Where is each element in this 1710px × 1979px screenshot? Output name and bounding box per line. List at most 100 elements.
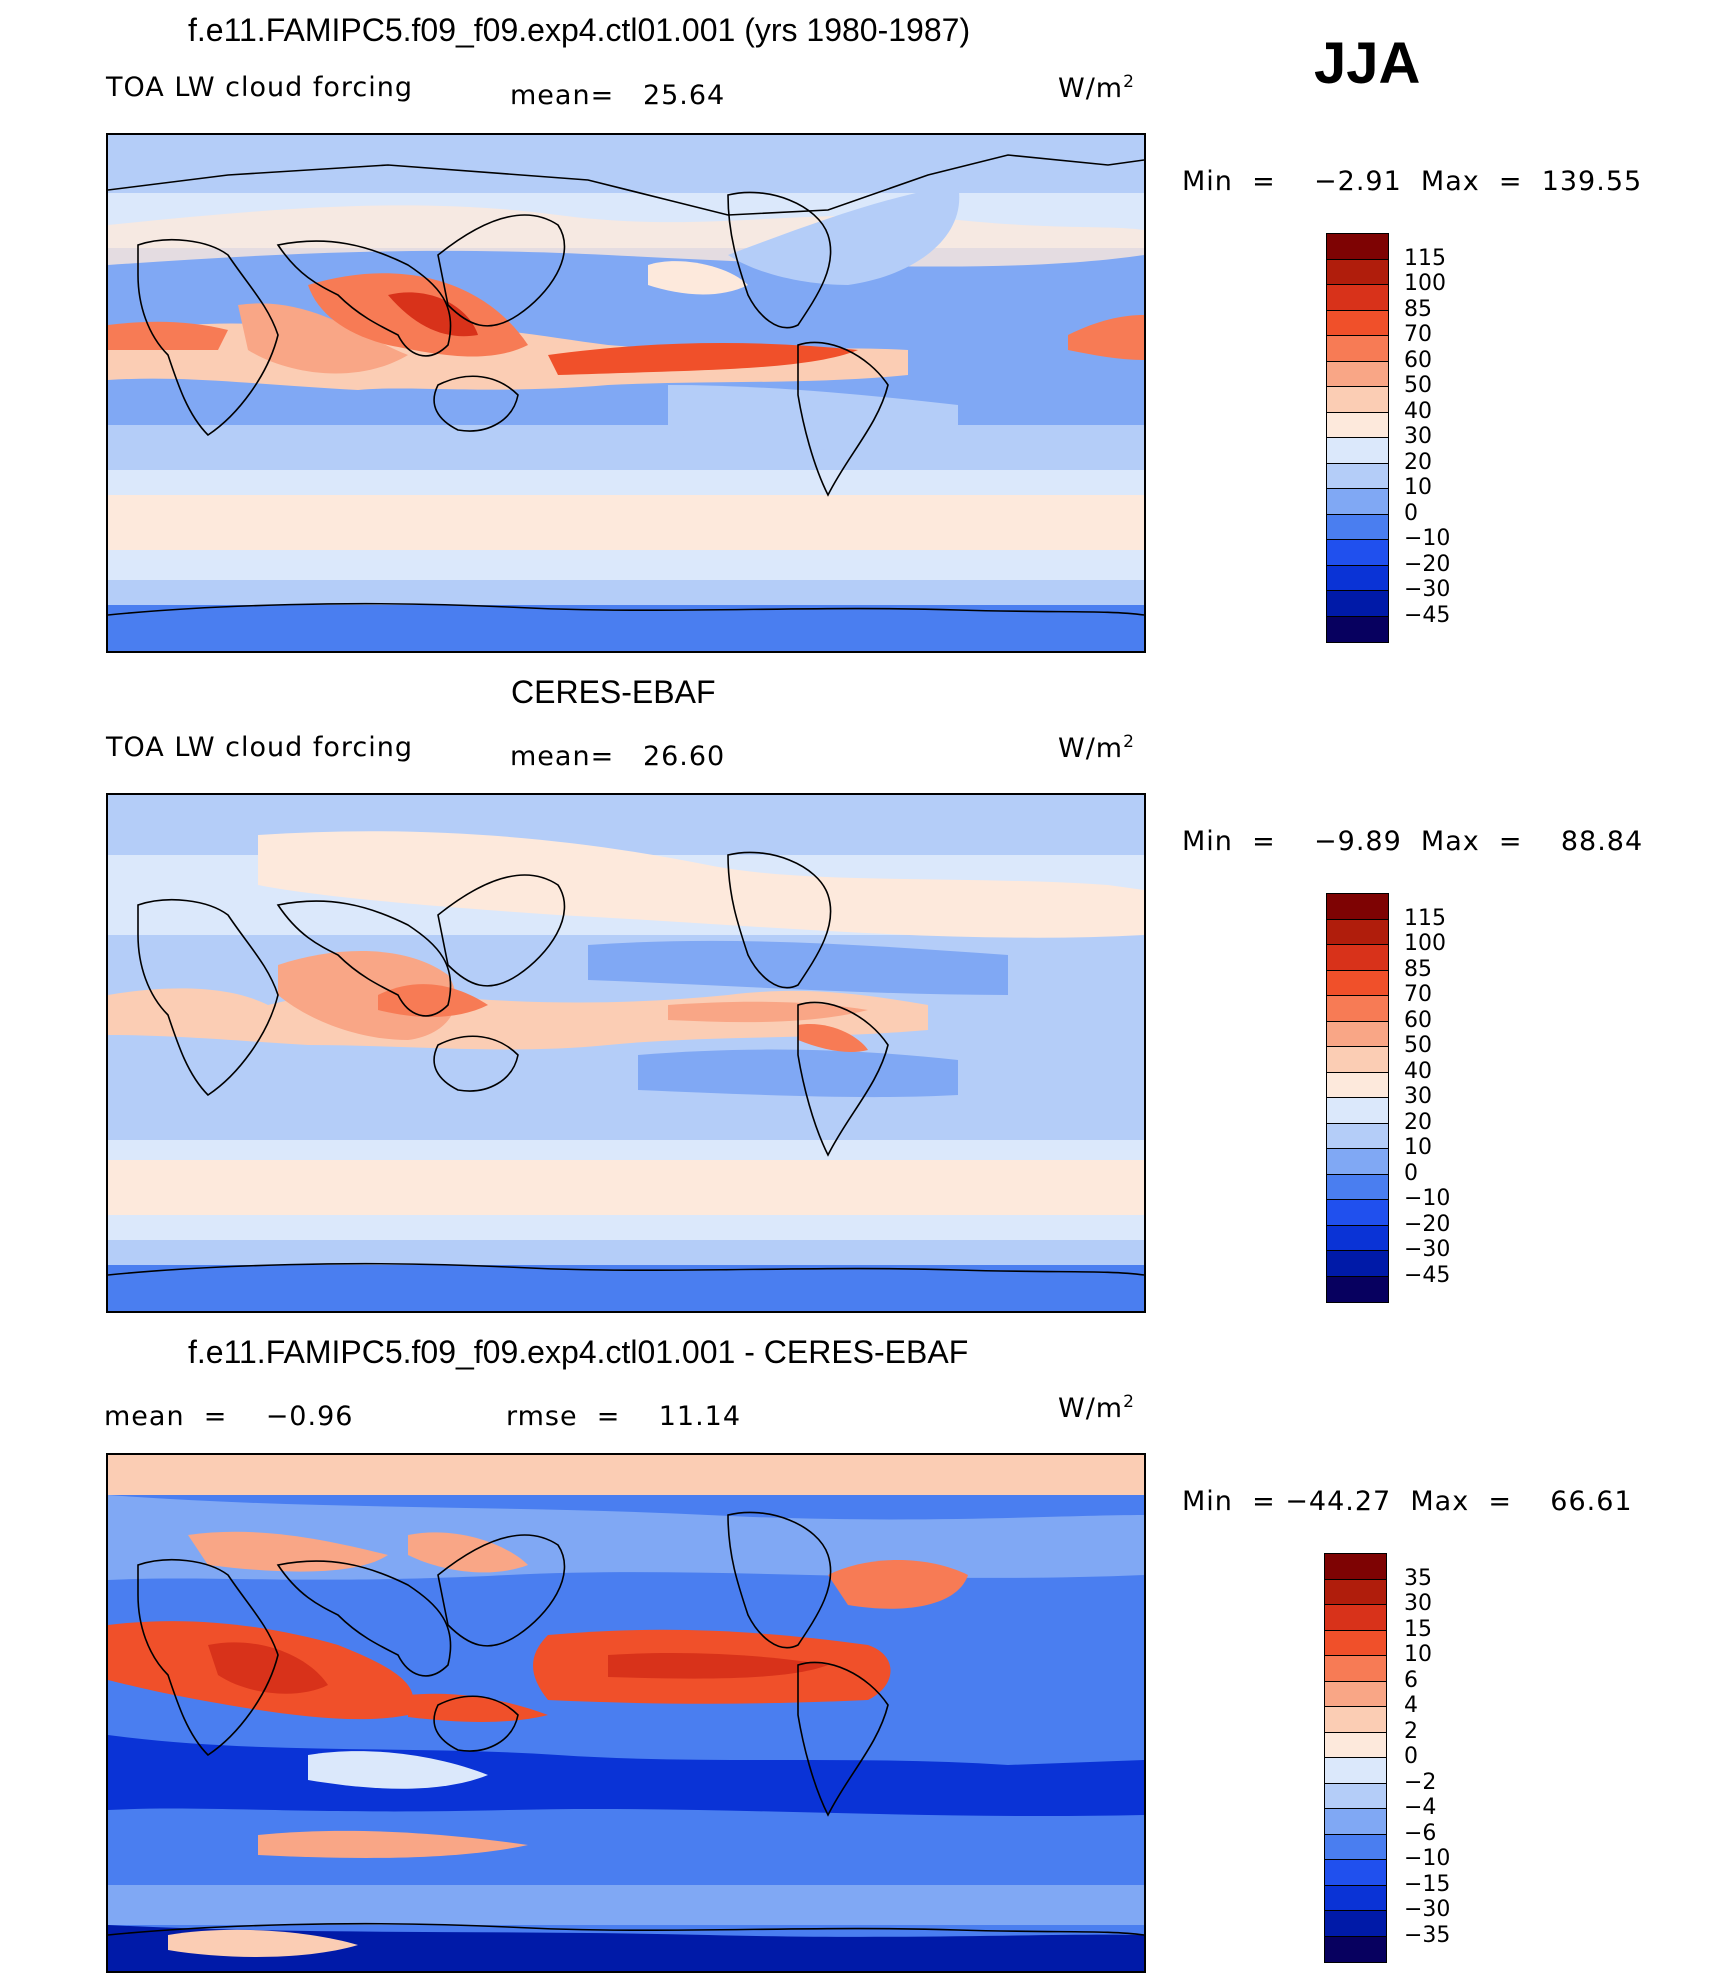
panel2-colorbar-tick-label: 50 xyxy=(1404,1033,1432,1058)
panel3-map xyxy=(106,1453,1146,1973)
panel2-colorbar-tick-label: 10 xyxy=(1404,1135,1432,1160)
panel2-map xyxy=(106,793,1146,1313)
panel3-colorbar-tick-label: 4 xyxy=(1404,1693,1418,1718)
panel1-colorbar-cell xyxy=(1327,438,1388,464)
panel2-colorbar xyxy=(1326,893,1389,1303)
panel1-colorbar-tick-label: 0 xyxy=(1404,500,1418,526)
panel2-colorbar-ticks: 115 100 85 70 60 50 40 30 20 10 0 −10 −20 −30 −45 xyxy=(1404,893,1504,1301)
panel1-colorbar-tick-label: −30 xyxy=(1404,577,1451,602)
panel2-colorbar-cell xyxy=(1327,1123,1388,1149)
panel3-colorbar-cell xyxy=(1325,1885,1386,1911)
panel3-colorbar-cell xyxy=(1325,1656,1386,1682)
panel2-colorbar-tick-label: 60 xyxy=(1404,1007,1432,1033)
season-label: JJA xyxy=(1314,31,1421,96)
panel3-rmse: rmse = 11.14 xyxy=(506,1401,742,1432)
panel2-colorbar-tick-label: 20 xyxy=(1404,1109,1432,1135)
panel1-colorbar-cell xyxy=(1327,514,1388,540)
panel3-colorbar-cell xyxy=(1325,1707,1386,1733)
panel2-colorbar-tick-label: 40 xyxy=(1404,1058,1432,1084)
panel1-map xyxy=(106,133,1146,653)
panel3-colorbar-tick-label: 35 xyxy=(1404,1565,1432,1591)
panel2-colorbar-tick-label: 85 xyxy=(1404,956,1432,982)
panel1-mean: mean= 25.64 xyxy=(510,80,726,111)
panel1-variable-label: TOA LW cloud forcing xyxy=(106,72,413,103)
panel3-minmax: Min = −44.27 Max = 66.61 xyxy=(1182,1486,1633,1517)
panel1-colorbar xyxy=(1326,233,1389,643)
panel2-minmax: Min = −9.89 Max = 88.84 xyxy=(1182,826,1644,857)
panel3-colorbar-cell xyxy=(1325,1681,1386,1707)
panel1-colorbar-cell xyxy=(1327,412,1388,438)
panel3-colorbar-cell xyxy=(1325,1834,1386,1860)
panel2-colorbar-cell xyxy=(1327,996,1388,1022)
panel3-colorbar-tick-label: 30 xyxy=(1404,1591,1432,1616)
panel2-units: W/m2 xyxy=(1058,732,1135,764)
panel1-colorbar-cell xyxy=(1327,565,1388,591)
panel3-mean: mean = −0.96 xyxy=(104,1401,354,1432)
panel1-colorbar-tick-label: 85 xyxy=(1404,296,1432,322)
panel3-colorbar-cell xyxy=(1325,1809,1386,1835)
panel2-colorbar-tick-label: 30 xyxy=(1404,1084,1432,1109)
panel1-colorbar-tick-label: 100 xyxy=(1404,271,1446,296)
panel2-colorbar-cell xyxy=(1327,945,1388,971)
panel1-minmax: Min = −2.91 Max = 139.55 xyxy=(1182,166,1643,197)
panel2-colorbar-tick-label: −20 xyxy=(1404,1211,1451,1237)
panel3-colorbar-cell xyxy=(1325,1579,1386,1605)
panel3-colorbar-cell xyxy=(1325,1758,1386,1784)
panel2-colorbar-tick-label: 115 xyxy=(1404,905,1446,931)
panel1-colorbar-tick-label: −20 xyxy=(1404,551,1451,577)
panel2-colorbar-tick-label: 0 xyxy=(1404,1160,1418,1186)
panel3-colorbar-tick-label: −30 xyxy=(1404,1897,1451,1922)
panel2-colorbar-cell xyxy=(1327,1047,1388,1073)
panel3-colorbar-ticks: 35 30 15 10 6 4 2 0 −2 −4 −6 −10 −15 −30 −35 xyxy=(1404,1553,1504,1961)
panel3-colorbar-tick-label: −10 xyxy=(1404,1846,1451,1871)
panel3-colorbar-cell xyxy=(1325,1732,1386,1758)
panel1-colorbar-tick-label: 50 xyxy=(1404,373,1432,398)
panel2-colorbar-tick-label: −45 xyxy=(1404,1262,1451,1288)
panel1-colorbar-tick-label: −10 xyxy=(1404,526,1451,551)
panel3-colorbar-tick-label: 2 xyxy=(1404,1718,1418,1744)
panel3-units: W/m2 xyxy=(1058,1392,1135,1424)
panel2-colorbar-cell xyxy=(1327,1200,1388,1226)
panel1-colorbar-tick-label: 10 xyxy=(1404,475,1432,500)
panel2-variable-label: TOA LW cloud forcing xyxy=(106,732,413,763)
panel2-colorbar-cell xyxy=(1327,1149,1388,1175)
panel2-colorbar-cell xyxy=(1327,919,1388,945)
panel1-colorbar-cell xyxy=(1327,336,1388,362)
panel3-colorbar-tick-label: −15 xyxy=(1404,1871,1451,1897)
panel1-colorbar-cell xyxy=(1327,489,1388,515)
panel1-colorbar-cell xyxy=(1327,591,1388,617)
panel1-colorbar-tick-label: 20 xyxy=(1404,449,1432,475)
panel1-colorbar-cell xyxy=(1327,259,1388,285)
panel2-colorbar-tick-label: −10 xyxy=(1404,1186,1451,1211)
panel2-colorbar-cell xyxy=(1327,970,1388,996)
panel1-colorbar-tick-label: 60 xyxy=(1404,347,1432,373)
panel3-colorbar xyxy=(1324,1553,1387,1963)
panel2-colorbar-cell xyxy=(1327,1251,1388,1277)
panel2-title: CERES-EBAF xyxy=(511,674,716,710)
panel1-units: W/m2 xyxy=(1058,72,1135,104)
panel3-colorbar-tick-label: −6 xyxy=(1404,1820,1437,1846)
panel3-colorbar-cell xyxy=(1325,1936,1386,1962)
panel3-colorbar-tick-label: −2 xyxy=(1404,1769,1437,1795)
panel2-colorbar-cell xyxy=(1327,1225,1388,1251)
panel2-colorbar-cell xyxy=(1327,1174,1388,1200)
panel1-colorbar-cell xyxy=(1327,463,1388,489)
panel3-colorbar-tick-label: 10 xyxy=(1404,1642,1432,1667)
panel3-colorbar-cell xyxy=(1325,1860,1386,1886)
panel2-colorbar-tick-label: −30 xyxy=(1404,1237,1451,1262)
panel1-colorbar-ticks: 115 100 85 70 60 50 40 30 20 10 0 −10 −20 −30 −45 xyxy=(1404,233,1504,641)
panel2-colorbar-tick-label: 100 xyxy=(1404,931,1446,956)
panel1-colorbar-tick-label: 40 xyxy=(1404,398,1432,424)
panel1-colorbar-tick-label: 70 xyxy=(1404,322,1432,347)
panel3-colorbar-tick-label: 6 xyxy=(1404,1667,1418,1693)
panel1-title: f.e11.FAMIPC5.f09_f09.exp4.ctl01.001 (yr… xyxy=(188,12,971,48)
panel3-colorbar-tick-label: −4 xyxy=(1404,1795,1437,1820)
panel2-colorbar-cell xyxy=(1327,1098,1388,1124)
panel1-colorbar-tick-label: 30 xyxy=(1404,424,1432,449)
panel2-colorbar-cell xyxy=(1327,894,1388,920)
panel1-colorbar-cell xyxy=(1327,234,1388,260)
panel3-colorbar-tick-label: 15 xyxy=(1404,1616,1432,1642)
panel1-colorbar-cell xyxy=(1327,616,1388,642)
panel2-colorbar-tick-label: 70 xyxy=(1404,982,1432,1007)
panel2-colorbar-cell xyxy=(1327,1021,1388,1047)
